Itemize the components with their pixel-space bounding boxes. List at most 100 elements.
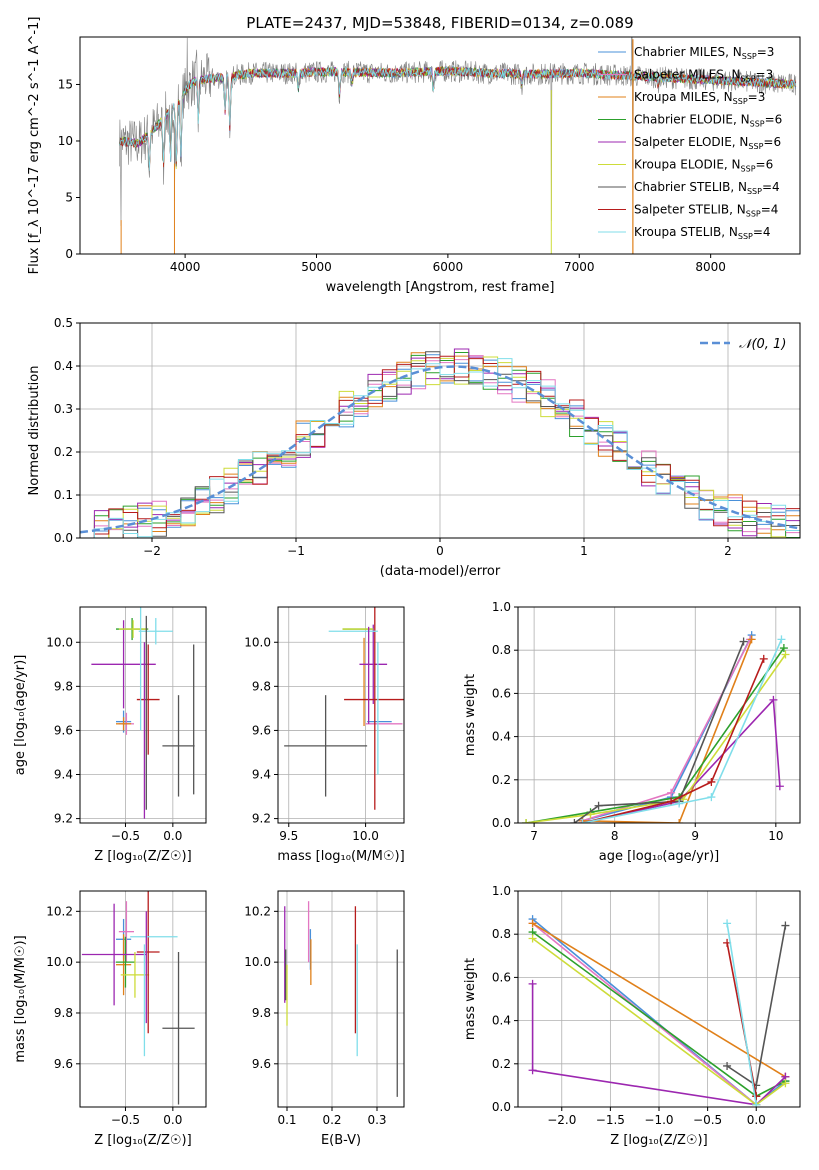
x-tick-label: 0.0	[747, 1113, 766, 1127]
y-axis-label: Normed distribution	[27, 366, 42, 496]
axes-frame	[79, 36, 801, 255]
data-point	[769, 695, 778, 704]
chart-mass-vs-ebv: 0.1 0.2 0.3 9.6 9.8 10.0 10.2 E(B-V)	[244, 890, 405, 1148]
y-tick-label: 9.4	[54, 768, 73, 782]
axes-frame	[79, 606, 207, 824]
data-point	[522, 819, 531, 823]
x-tick-label: 8	[611, 829, 619, 843]
data-point	[747, 635, 756, 644]
x-tick-label: 10	[768, 829, 783, 843]
axes-frame	[79, 322, 801, 539]
data-point	[570, 819, 579, 823]
plot-area	[80, 348, 800, 538]
y-tick-label: 0.1	[54, 488, 73, 502]
chart-residuals: −2 −1 0 1 2 0.0 0.1 0.2 0.3 0.4 0.5 (data-model)/er…	[27, 316, 801, 579]
data-point	[775, 782, 784, 791]
data-point	[781, 1079, 790, 1088]
plot-area	[284, 901, 398, 1097]
y-tick-label: 0.4	[492, 730, 511, 744]
legend: Chabrier MILES, NSSP=3 Salpeter MILES, NS…	[598, 45, 782, 241]
y-tick-label: 0.2	[492, 1057, 511, 1071]
data-point	[675, 819, 684, 823]
y-tick-label: 9.4	[252, 768, 271, 782]
chart-mw-vs-age: 7 8 9 10 0.0 0.2 0.4 0.6 0.8 1.0 age [log₁₀(age/yr…	[463, 600, 801, 864]
chart-age-vs-mass: 9.5 10.0 9.2 9.4 9.6 9.8 10.0 mass [log₁₀(M/M☉)…	[244, 606, 405, 864]
model-salpeter-stelib	[119, 65, 797, 171]
x-tick-label: −2	[143, 544, 161, 558]
y-tick-label: 10.0	[46, 635, 73, 649]
axes-frame	[277, 890, 405, 1108]
x-axis-label: Z [log₁₀(Z/Z☉)]	[94, 1133, 191, 1148]
x-tick-label: 0	[436, 544, 444, 558]
axes-frame	[517, 890, 801, 1108]
y-tick-label: 9.6	[252, 723, 271, 737]
data-point	[528, 919, 537, 928]
x-tick-label: 7	[530, 829, 538, 843]
legend-label: Salpeter MILES, NSSP=3	[634, 68, 773, 84]
x-axis-label: E(B-V)	[321, 1133, 361, 1148]
histogram-chabrier-stelib	[80, 351, 800, 538]
x-axis-label: mass [log₁₀(M/M☉)]	[277, 849, 404, 864]
legend-label: Salpeter ELODIE, NSSP=6	[634, 135, 781, 151]
legend-label: Kroupa STELIB, NSSP=4	[634, 225, 771, 241]
y-tick-label: 9.8	[252, 1006, 271, 1020]
series-chabrier-elodie	[525, 647, 785, 823]
chart-mass-vs-z: −0.5 0.0 9.6 9.8 10.0 10.2 Z [log₁₀(Z/Z☉)] mass…	[13, 890, 207, 1148]
y-axis-label: mass [log₁₀(M/M☉)]	[13, 935, 28, 1062]
x-tick-label: 10.0	[352, 829, 379, 843]
data-point	[739, 637, 748, 646]
x-tick-label: 2	[724, 544, 732, 558]
data-point	[752, 1100, 761, 1107]
x-tick-label: 5000	[301, 260, 332, 274]
legend-label: Kroupa ELODIE, NSSP=6	[634, 158, 773, 174]
chart-age-vs-z: −0.5 0.0 9.2 9.4 9.6 9.8 10.0 Z [log₁₀(Z/Z☉)] ag…	[13, 606, 207, 864]
plot-area	[91, 607, 195, 819]
data-point	[578, 819, 587, 823]
y-tick-label: 0.2	[54, 445, 73, 459]
legend-label: 𝒩(0, 1)	[739, 337, 786, 352]
data-point	[781, 921, 790, 930]
series-salpeter-elodie	[531, 983, 786, 1106]
y-tick-label: 1.0	[492, 600, 511, 614]
x-tick-label: 7000	[564, 260, 595, 274]
y-tick-label: 0.8	[492, 643, 511, 657]
y-tick-label: 0	[65, 247, 73, 261]
x-axis-label: age [log₁₀(age/yr)]	[599, 849, 720, 864]
y-tick-label: 10.0	[244, 635, 271, 649]
plot-area	[522, 631, 790, 823]
x-tick-label: −0.5	[111, 829, 140, 843]
data-point	[675, 799, 684, 808]
data-point	[723, 1061, 732, 1070]
x-axis-label: wavelength [Angstrom, rest frame]	[326, 280, 555, 295]
x-tick-label: −1.5	[596, 1113, 625, 1127]
histogram-kroupa-stelib	[80, 358, 800, 538]
axes-frame	[79, 890, 207, 1108]
x-tick-label: 9.5	[279, 829, 298, 843]
data-point	[779, 644, 788, 653]
y-axis-label: Flux [f_λ 10^-17 erg cm^-2 s^-1 A^-1]	[27, 17, 42, 275]
x-tick-label: 1	[580, 544, 588, 558]
legend-label: Chabrier STELIB, NSSP=4	[634, 180, 780, 196]
data-point	[667, 797, 676, 806]
y-axis-label: age [log₁₀(age/yr)]	[13, 655, 28, 776]
data-point	[667, 788, 676, 797]
x-tick-label: −2.0	[547, 1113, 576, 1127]
gaussian-curve	[80, 365, 800, 534]
series-kroupa-miles	[582, 639, 753, 823]
data-point	[594, 801, 603, 810]
data-point	[723, 919, 732, 928]
series-kroupa-stelib	[726, 923, 757, 1105]
x-axis-label: Z [log₁₀(Z/Z☉)]	[610, 1133, 707, 1148]
x-tick-label: 9	[691, 829, 699, 843]
series-kroupa-miles	[532, 922, 786, 1078]
data-point	[707, 777, 716, 786]
legend-label: Chabrier MILES, NSSP=3	[634, 45, 774, 61]
series-chabrier-stelib	[573, 641, 745, 823]
y-tick-label: 0.2	[492, 773, 511, 787]
legend-label: Salpeter STELIB, NSSP=4	[634, 203, 778, 219]
y-tick-label: 0.3	[54, 402, 73, 416]
y-tick-label: 1.0	[492, 884, 511, 898]
chart-mw-vs-z: −2.0 −1.5 −1.0 −0.5 0.0 0.0 0.2 0.4 0.6 0.8 1.0 Z […	[463, 884, 801, 1148]
data-point	[759, 654, 768, 663]
plot-area	[119, 37, 797, 254]
